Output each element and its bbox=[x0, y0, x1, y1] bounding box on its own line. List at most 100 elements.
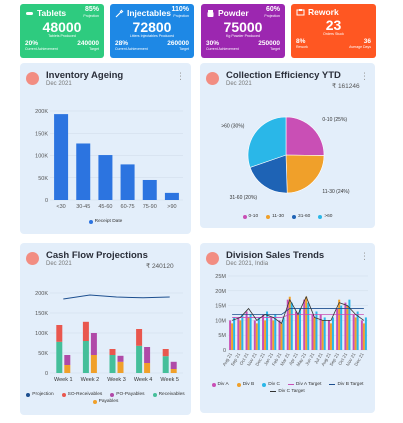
legend-swatch bbox=[88, 219, 93, 224]
division-x-tick: Jul 21 bbox=[313, 352, 324, 365]
cashflow-bar-payables bbox=[144, 363, 151, 373]
collection-legend: 0-10 11-30 31-60 >60 bbox=[200, 214, 375, 219]
rework-icon bbox=[296, 8, 305, 17]
inventory-bar bbox=[120, 164, 135, 200]
card-dot-icon bbox=[26, 252, 39, 265]
division-bar-div-a bbox=[237, 317, 240, 350]
pie-data-label: 31-60 (20%) bbox=[230, 195, 258, 201]
kpi-sub: Tablets Produced bbox=[48, 34, 76, 38]
pie-data-label: 0-10 (25%) bbox=[322, 117, 347, 123]
division-bar-div-b bbox=[239, 320, 242, 350]
kpi-target: 260000 Target bbox=[167, 40, 189, 51]
cashflow-y-tick: 200K bbox=[35, 291, 48, 297]
division-y-tick: 25M bbox=[215, 274, 226, 280]
division-bar-div-c bbox=[266, 311, 269, 350]
inventory-bar bbox=[164, 192, 179, 200]
kpi-sub: Orders Stuck bbox=[323, 32, 344, 36]
cashflow-y-tick: 100K bbox=[35, 331, 48, 337]
division-y-tick: 15M bbox=[215, 304, 226, 310]
card-title: Collection Efficiency YTD bbox=[226, 70, 341, 81]
division-bar-div-b bbox=[280, 323, 283, 350]
kpi-tablets[interactable]: Tablets 85% Projection 48000 Tablets Prod… bbox=[20, 4, 104, 58]
division-x-tick: Nov 21 bbox=[246, 352, 258, 367]
cashflow-y-tick: 50K bbox=[38, 351, 48, 357]
division-x-tick: Sep 21 bbox=[230, 352, 242, 367]
inventory-x-tick: <30 bbox=[56, 204, 65, 210]
legend-label: Div C bbox=[268, 382, 280, 387]
division-line-div-c-target bbox=[231, 295, 365, 324]
division-bar-div-a bbox=[327, 320, 330, 350]
cashflow-bar-so-receivables bbox=[109, 349, 116, 355]
inventory-y-tick: 100K bbox=[35, 154, 48, 160]
card-title: Inventory Ageing bbox=[46, 70, 124, 81]
legend-swatch bbox=[152, 392, 157, 397]
pie-slice bbox=[285, 154, 325, 194]
division-x-tick: Oct 21 bbox=[337, 352, 348, 366]
division-x-tick: Oct 21 bbox=[238, 352, 249, 366]
division-x-tick: Sep 21 bbox=[329, 352, 341, 367]
cashflow-x-tick: Week 2 bbox=[81, 377, 100, 383]
division-bar-div-a bbox=[344, 302, 347, 350]
kpi-target: 240000 Target bbox=[77, 40, 99, 51]
division-bar-div-c bbox=[364, 317, 367, 350]
cashflow-projection-line bbox=[63, 294, 170, 300]
division-bar-div-a bbox=[278, 320, 281, 350]
cashflow-bar-po-payables bbox=[144, 347, 151, 363]
cashflow-bar-po-payables bbox=[170, 361, 177, 369]
division-bar-div-b bbox=[362, 323, 365, 350]
card-dot-icon bbox=[206, 252, 219, 265]
division-bar-div-b bbox=[272, 320, 275, 350]
kpi-achievement: 28% Current Achievement bbox=[115, 40, 148, 51]
more-vert-icon[interactable]: ⋮ bbox=[360, 71, 369, 81]
division-bar-div-b bbox=[255, 323, 258, 350]
legend-swatch bbox=[266, 214, 271, 219]
legend-line bbox=[287, 384, 294, 385]
kpi-title: Powder bbox=[218, 8, 249, 18]
division-bar-div-a bbox=[336, 308, 339, 350]
division-bar-div-a bbox=[270, 317, 273, 350]
cashflow-bar-receivables bbox=[162, 356, 169, 373]
cashflow-y-tick: 150K bbox=[35, 311, 48, 317]
collection-chart: 0-10 (25%) 11-30 (24%) 31-60 (20%) >60 (30%… bbox=[221, 116, 350, 201]
card-subtitle: Dec 2021, India bbox=[226, 261, 269, 267]
division-legend: Div A Div B Div C Div A Target Div B Tar… bbox=[210, 382, 365, 394]
inventory-x-tick: 75-90 bbox=[143, 204, 157, 210]
division-bar-div-c bbox=[348, 299, 351, 350]
inventory-bar bbox=[54, 114, 69, 200]
kpi-target: 36 Average Days bbox=[349, 38, 371, 49]
legend-label: Div A bbox=[217, 382, 229, 387]
legend-swatch bbox=[236, 382, 241, 387]
card-collection-efficiency: Collection Efficiency YTD Dec 2021 ⋮ ₹ 1… bbox=[200, 63, 375, 228]
legend-label: PO-Payables bbox=[116, 392, 145, 397]
legend-swatch bbox=[61, 392, 66, 397]
kpi-sub: Kg Powder Produced bbox=[226, 34, 260, 38]
more-vert-icon[interactable]: ⋮ bbox=[176, 71, 185, 81]
division-bar-div-c bbox=[315, 311, 318, 350]
kpi-title: Injectables bbox=[127, 8, 171, 18]
card-title: Cash Flow Projections bbox=[46, 250, 148, 261]
syringe-icon bbox=[115, 9, 124, 18]
legend-label: Div C Target bbox=[278, 389, 305, 394]
division-bar-div-b bbox=[354, 317, 357, 350]
more-vert-icon[interactable]: ⋮ bbox=[360, 251, 369, 261]
cashflow-y-tick: 0 bbox=[45, 371, 48, 377]
legend-swatch bbox=[211, 382, 216, 387]
division-bar-div-a bbox=[295, 311, 297, 350]
division-bar-div-c bbox=[307, 302, 310, 350]
division-x-tick: Jun 21 bbox=[304, 352, 315, 367]
legend-label: Projection bbox=[32, 392, 54, 397]
kpi-powder[interactable]: Powder 60% Projection 75000 Kg Powder Pro… bbox=[201, 4, 285, 58]
cashflow-bar-po-payables bbox=[90, 333, 97, 355]
kpi-injectables[interactable]: Injectables 110% Projection 72800 Litters… bbox=[110, 4, 194, 58]
pie-data-label: 11-30 (24%) bbox=[322, 189, 349, 195]
cashflow-bar-po-payables bbox=[64, 355, 71, 365]
pie-slice bbox=[285, 116, 325, 156]
division-bar-div-a bbox=[319, 314, 322, 350]
legend-label: Div A Target bbox=[295, 382, 322, 387]
kpi-projection: 110% Projection bbox=[171, 6, 189, 18]
inventory-x-tick: >90 bbox=[167, 204, 176, 210]
cashflow-bar-receivables bbox=[56, 341, 63, 373]
division-bar-div-b bbox=[313, 317, 316, 350]
kpi-rework[interactable]: Rework 23 Orders Stuck 8% Rework 36 Averag… bbox=[291, 4, 376, 58]
division-x-tick: Jan 21 bbox=[263, 352, 274, 367]
